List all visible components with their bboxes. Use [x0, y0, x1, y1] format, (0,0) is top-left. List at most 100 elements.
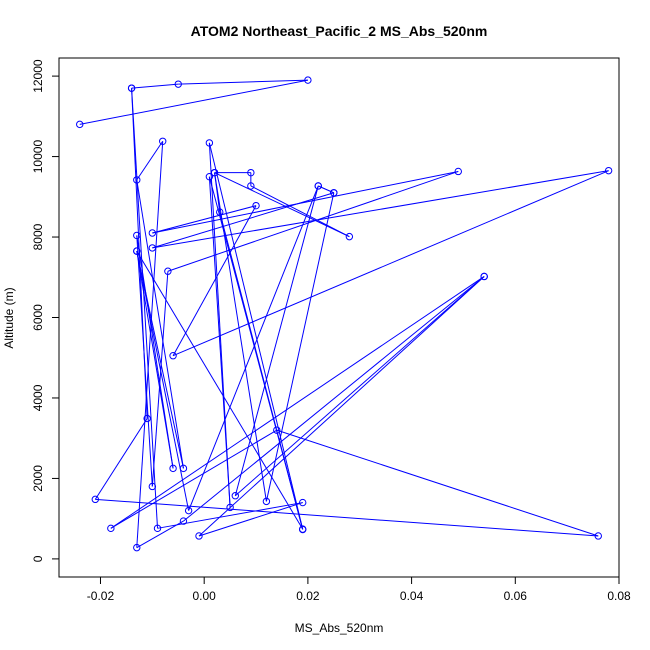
- data-point: [169, 352, 177, 360]
- data-point: [133, 231, 141, 240]
- y-tick-label: 2000: [31, 465, 45, 492]
- data-point: [148, 244, 157, 252]
- y-axis: 0 2000 4000 6000 8000 10000 12000: [31, 59, 60, 562]
- data-point: [454, 167, 462, 176]
- data-point: [133, 176, 141, 184]
- data-point: [179, 464, 188, 473]
- data-point: [210, 168, 219, 177]
- data-point: [226, 503, 234, 512]
- data-point: [133, 543, 141, 552]
- chart-title: ATOM2 Northeast_Pacific_2 MS_Abs_520nm: [191, 23, 488, 39]
- series-segment: [152, 192, 334, 249]
- data-point: [480, 272, 488, 281]
- data-point: [91, 495, 99, 504]
- series-segment: [234, 276, 485, 497]
- x-tick-label: 0.04: [400, 589, 424, 603]
- series-segment: [110, 276, 485, 529]
- data-point: [148, 482, 157, 491]
- x-tick-label: 0.00: [193, 589, 217, 603]
- data-point: [76, 120, 84, 129]
- y-tick-label: 12000: [31, 59, 45, 93]
- series-segment: [152, 170, 459, 234]
- series-segment: [265, 192, 335, 502]
- data-point: [153, 524, 162, 533]
- data-point: [184, 506, 193, 515]
- x-tick-label: 0.08: [607, 589, 631, 603]
- series-segment: [250, 185, 350, 238]
- data-point: [330, 189, 338, 197]
- x-axis-label: MS_Abs_520nm: [295, 621, 384, 635]
- series-segment: [276, 429, 599, 537]
- data-point: [133, 247, 141, 255]
- series-segment: [94, 418, 148, 500]
- data-point: [314, 182, 322, 190]
- data-point: [205, 139, 214, 147]
- series-segment: [208, 142, 304, 530]
- series-segment: [167, 170, 459, 272]
- series-segment: [136, 520, 184, 549]
- series-segment: [214, 172, 267, 502]
- series-segment: [136, 251, 190, 511]
- data-point: [299, 498, 307, 507]
- series-lines: [79, 79, 609, 549]
- y-tick-label: 8000: [31, 223, 45, 250]
- series-segment: [110, 429, 278, 529]
- series-segment: [152, 205, 257, 234]
- y-axis-label: Altitude (m): [2, 287, 16, 348]
- data-point: [174, 80, 182, 88]
- series-segment: [183, 276, 485, 522]
- series-segment: [151, 271, 169, 487]
- series-segment: [172, 170, 609, 357]
- series-segment: [188, 185, 319, 511]
- data-point: [143, 414, 151, 423]
- data-point: [195, 532, 203, 540]
- data-point: [247, 168, 255, 177]
- data-point: [247, 182, 255, 190]
- x-axis: -0.02 0.00 0.02 0.04 0.06 0.08: [87, 576, 631, 603]
- series-segment: [198, 502, 303, 537]
- data-point: [594, 532, 602, 540]
- series-segment: [178, 79, 308, 85]
- series-segment: [152, 170, 609, 249]
- series-segment: [136, 141, 164, 181]
- series-segment: [172, 205, 257, 356]
- y-tick-label: 10000: [31, 140, 45, 174]
- data-point: [231, 492, 239, 500]
- series-segment: [131, 88, 159, 529]
- data-point: [107, 524, 115, 533]
- series-segment: [95, 498, 599, 537]
- series-segment: [131, 83, 179, 89]
- data-point: [169, 464, 177, 473]
- series-segment: [136, 251, 174, 469]
- series-points: [76, 76, 613, 552]
- series-segment: [214, 172, 350, 238]
- data-point: [345, 232, 354, 241]
- y-tick-label: 6000: [31, 304, 45, 331]
- y-tick-label: 0: [31, 555, 45, 562]
- x-tick-label: -0.02: [87, 589, 115, 603]
- data-point: [127, 84, 136, 92]
- plot-frame: [58, 57, 620, 578]
- x-tick-label: 0.02: [296, 589, 320, 603]
- data-point: [262, 497, 271, 506]
- series-segment: [234, 185, 319, 496]
- series-segment: [208, 176, 231, 508]
- data-point: [148, 229, 157, 237]
- series-segment: [318, 185, 335, 194]
- series-segment: [136, 141, 164, 548]
- y-tick-label: 4000: [31, 384, 45, 411]
- data-point: [299, 525, 307, 534]
- data-point: [216, 208, 224, 216]
- series-segment: [136, 250, 304, 530]
- data-point: [273, 426, 281, 434]
- data-point: [179, 517, 188, 525]
- x-tick-label: 0.06: [504, 589, 528, 603]
- series-segment: [219, 211, 304, 530]
- data-point: [252, 201, 260, 210]
- series-segment: [198, 276, 485, 537]
- series-segment: [79, 79, 308, 125]
- data-point: [205, 172, 214, 181]
- data-point: [304, 76, 312, 84]
- data-point: [604, 166, 613, 175]
